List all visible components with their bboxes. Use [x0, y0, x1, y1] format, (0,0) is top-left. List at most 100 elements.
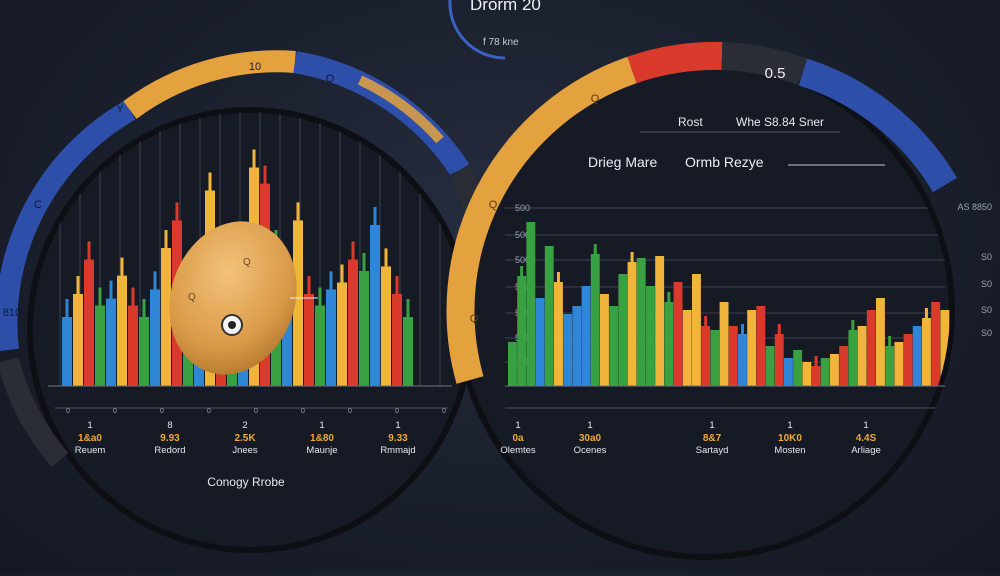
right-bar: [535, 298, 545, 386]
right-column-index: 1: [587, 420, 592, 431]
left-bar-spike: [131, 287, 135, 306]
left-column-name: Rmmajd: [380, 445, 415, 456]
right-column-name: Mosten: [774, 445, 805, 456]
left-bar: [348, 259, 358, 386]
left-bar-spike: [109, 280, 113, 299]
right-bar: [517, 276, 527, 386]
left-axis-tick: 0: [442, 408, 446, 415]
right-bar: [664, 302, 674, 386]
right-y-tick-right: S0: [981, 305, 992, 315]
left-column-index: 1: [87, 420, 92, 431]
right-bar: [590, 254, 600, 386]
left-ring-label: Y: [116, 103, 124, 115]
left-axis-tick: 0: [348, 408, 352, 415]
right-bar: [903, 334, 913, 386]
left-axis-tick: 0: [301, 408, 305, 415]
right-bar: [848, 330, 858, 386]
right-ring-labels: Q Q Q: [470, 93, 600, 325]
left-bar-spike: [120, 257, 124, 276]
right-bar-spike: [777, 324, 781, 334]
right-bar-spike: [556, 272, 560, 282]
badge-title: Drorm 20: [470, 0, 541, 14]
right-bar: [784, 358, 793, 386]
right-bar-spike: [814, 356, 818, 366]
top-badge: Drorm 20 f 78 kne: [448, 0, 541, 60]
right-bar: [600, 294, 609, 386]
right-ring-red: [627, 41, 723, 84]
left-bar-spike: [296, 202, 300, 221]
right-bar: [544, 246, 554, 386]
right-bars: [508, 222, 950, 386]
right-bar: [572, 306, 582, 386]
left-bar: [337, 282, 347, 386]
right-bar: [756, 306, 766, 386]
left-column-value: 2.5K: [234, 433, 256, 444]
left-column-name: Redord: [154, 445, 185, 456]
left-axis-tick: 0: [395, 408, 399, 415]
left-column-value: 9.33: [388, 433, 408, 444]
left-axis-tick: 0: [254, 408, 258, 415]
right-column-name: Ocenes: [574, 445, 607, 456]
right-bar: [508, 342, 517, 386]
right-title-right: Ormb Rezye: [685, 154, 764, 170]
right-ring-dark: [721, 42, 808, 86]
right-bar: [839, 346, 849, 386]
left-bar: [95, 305, 105, 386]
left-bar-spike: [98, 287, 102, 306]
right-bar: [655, 256, 665, 386]
left-bar-spike: [252, 149, 256, 168]
left-column-name: Reuem: [75, 445, 106, 456]
left-axis-tick: 0: [160, 408, 164, 415]
right-bar: [857, 326, 867, 386]
left-bar: [62, 317, 72, 386]
left-bar-spike: [384, 248, 388, 267]
right-bar: [876, 298, 885, 386]
left-ring-label: Q: [326, 73, 335, 85]
right-bar: [646, 286, 655, 386]
right-bar-spike: [704, 316, 708, 326]
right-y-tick-right: S0: [981, 279, 992, 289]
left-bar-spike: [175, 202, 179, 221]
left-bar-spike: [65, 299, 69, 317]
right-gauge: 0.5 Q Q Q Rost Whe S8.84 Sner Drieg Mare O…: [446, 41, 992, 560]
right-bar: [682, 310, 692, 386]
right-bar-spike: [888, 336, 892, 346]
left-bar: [359, 271, 369, 386]
left-bar: [282, 282, 292, 386]
right-bar: [526, 222, 536, 386]
right-column-value: 30a0: [579, 433, 602, 444]
left-bar-spike: [351, 241, 355, 260]
right-header-left: Rost: [678, 115, 703, 129]
left-bar: [117, 275, 127, 386]
right-bar-spike: [924, 308, 928, 318]
right-bar: [793, 350, 803, 386]
right-bar: [673, 282, 683, 386]
left-ring-accent: [357, 75, 444, 144]
right-bar: [885, 346, 895, 386]
left-bar: [381, 266, 391, 386]
left-bar: [128, 305, 138, 386]
left-column-name: Maunje: [306, 445, 337, 456]
left-ring-label: 810: [3, 307, 21, 319]
left-axis-tick: 0: [207, 408, 211, 415]
right-bar: [701, 326, 711, 386]
right-bar: [692, 274, 701, 386]
right-column-index: 1: [787, 420, 792, 431]
left-ring-blue: [0, 100, 136, 351]
knob-body[interactable]: [150, 205, 316, 392]
left-axis-tick: 0: [113, 408, 117, 415]
left-bar-spike: [340, 264, 344, 283]
right-column-value: 10K0: [778, 433, 802, 444]
right-ring-value: 0.5: [765, 65, 786, 82]
right-ring-label: Q: [470, 313, 479, 325]
right-bar: [866, 310, 876, 386]
left-ring-label: C: [34, 199, 42, 211]
left-bar: [403, 317, 413, 386]
left-knob[interactable]: Q Q: [150, 205, 318, 392]
badge-subtitle: f 78 kne: [483, 37, 519, 48]
right-bar-spike: [630, 252, 634, 262]
left-bar: [304, 294, 314, 386]
right-y-tick-left: 500: [515, 230, 530, 240]
